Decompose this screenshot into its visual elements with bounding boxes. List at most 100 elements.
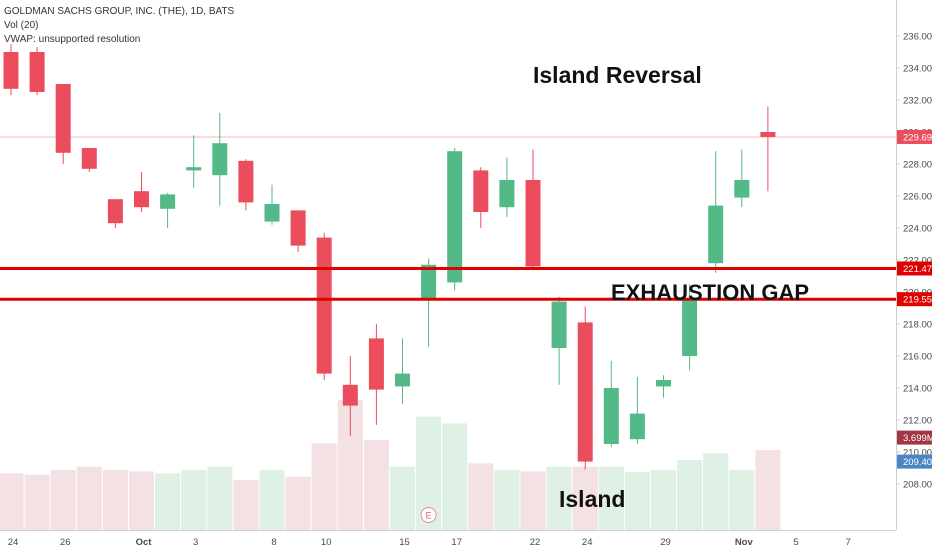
x-tick-label: 7 [846,537,851,548]
marker-price-tag-bg [897,454,932,469]
symbol-title: GOLDMAN SACHS GROUP, INC. (THE), 1D, BAT… [4,6,235,17]
level-price-tag-text: 221.47 [903,264,932,275]
volume-bar [102,470,128,530]
candle-up [395,338,410,404]
candle-body [290,210,306,246]
candle-body [107,199,123,224]
volume-bar [50,470,76,530]
last-price-tag-text: 229.69 [903,132,932,143]
volume-bar [468,463,494,530]
candle-down [473,167,489,228]
exhaustion-gap-label: EXHAUSTION GAP [611,280,810,305]
x-tick-label: 29 [660,537,671,548]
volume-bar [598,466,624,530]
candle-body [473,170,489,212]
candle-down [3,44,19,96]
volume-bar [520,471,546,530]
y-tick-label: 222.00 [903,256,932,267]
last-price-tag-bg [897,129,932,144]
candle-body [29,52,45,92]
candle-up [734,149,750,208]
volume-bar [755,450,781,530]
candle-up [212,112,228,206]
candle-body [656,380,671,387]
candle-up [499,157,515,217]
y-tick-label: 210.00 [903,448,932,459]
candle-body [395,373,410,387]
volume-bar [729,470,755,530]
candle-body [447,151,463,283]
volume-bar [76,466,102,530]
volume-bar [155,473,181,530]
candle-body [368,338,384,390]
candle-body [551,301,567,348]
candle-down [29,47,45,96]
candle-body [238,160,254,203]
x-tick-label: 24 [582,537,593,548]
y-tick-label: 218.00 [903,320,932,331]
marker-price-tag-text: 209.40 [903,457,932,468]
candle-body [525,180,541,267]
candle-body [186,167,202,171]
candle-body [264,204,280,222]
candle-down [525,149,541,268]
candle-body [603,388,619,444]
x-tick-label: 10 [321,537,332,548]
volume-bar [128,471,155,530]
x-tick-label: 24 [8,537,19,548]
candle-down [55,84,71,164]
candle-body [316,237,332,374]
candle-down [290,210,306,252]
volume-bar [259,470,285,530]
earnings-marker-icon [420,507,437,523]
candle-up [186,135,202,188]
volume-bar [546,466,572,530]
candle-down [577,306,593,470]
y-tick-label: 236.00 [903,32,932,43]
candle-body [160,194,176,209]
x-tick-label: 17 [451,537,462,548]
candle-down [368,324,384,425]
candle-up [656,375,671,398]
volume-bar [703,453,729,530]
volume-tag-text: 3.699M [903,433,932,444]
candle-down [238,159,254,211]
y-tick-label: 214.00 [903,384,932,395]
island-label: Island [559,486,626,512]
level-price-tag-bg [897,292,932,307]
y-tick-label: 212.00 [903,416,932,427]
candle-down [134,172,149,212]
candle-down [342,356,358,436]
y-tick-label: 208.00 [903,480,932,491]
volume-bar [207,466,233,530]
candle-down [316,232,332,380]
level-price-tag-text: 219.55 [903,295,932,306]
candle-up [160,192,176,228]
candle-body [734,180,750,198]
y-tick-label: 224.00 [903,224,932,235]
candle-up [264,184,280,225]
volume-bar [0,473,24,530]
x-tick-label: 3 [193,537,198,548]
volume-bar [285,476,311,530]
candle-body [212,143,228,176]
volume-bar [494,470,520,530]
y-tick-label: 234.00 [903,64,932,75]
y-tick-label: 228.00 [903,160,932,171]
volume-legend: Vol (20) [4,20,39,31]
candle-up [629,376,645,444]
candle-body [3,52,19,89]
candle-body [708,205,724,264]
volume-bar [677,460,703,530]
candle-down [760,106,776,192]
volume-bar [363,440,389,530]
volume-bar [389,466,416,530]
candle-up [551,296,567,385]
candle-body [421,264,437,300]
x-tick-label: Nov [735,537,754,548]
candle-body [760,132,776,137]
x-tick-label: 22 [530,537,541,548]
volume-bar [233,480,259,530]
x-tick-label: Oct [136,537,153,548]
